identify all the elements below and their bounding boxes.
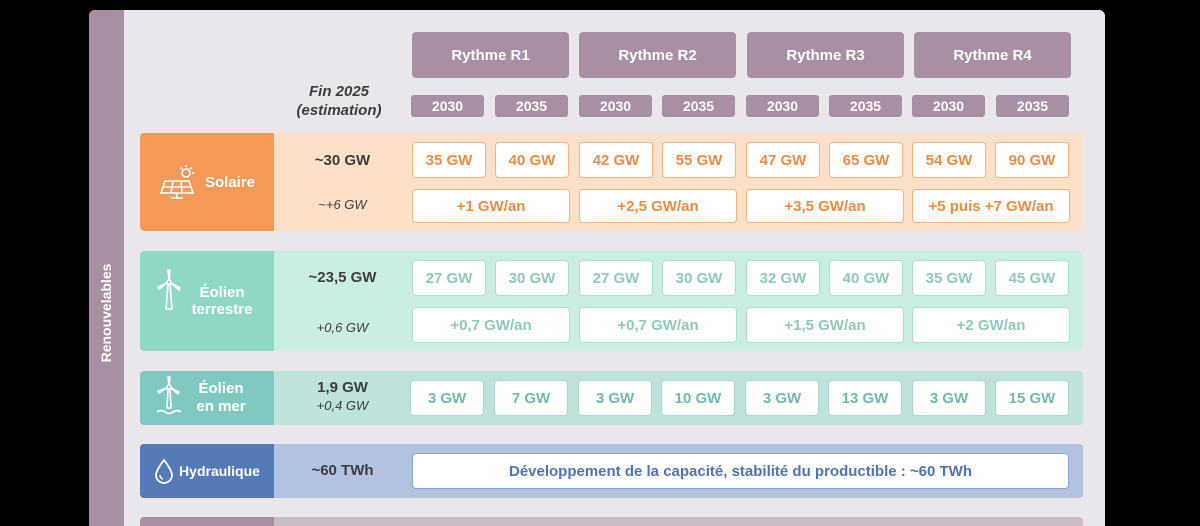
offshore-wind-turbine-icon: [156, 376, 182, 415]
baseline-value: ~23,5 GW: [308, 269, 377, 286]
rate-cell: +1 GW/an: [412, 189, 570, 223]
capacity-cell: 65 GW: [829, 142, 903, 178]
capacity-cell: 3 GW: [578, 380, 652, 416]
capacity-cell: 3 GW: [912, 380, 986, 416]
capacity-cell: 47 GW: [746, 142, 820, 178]
capacity-cell: 3 GW: [745, 380, 819, 416]
capacity-cell: 13 GW: [828, 380, 902, 416]
capacity-cell: 32 GW: [746, 260, 820, 296]
capacity-cell: 30 GW: [495, 260, 569, 296]
rate-cell: +0,7 GW/an: [579, 307, 737, 343]
capacity-cell: 54 GW: [912, 142, 986, 178]
header-rythme-r2: Rythme R2: [579, 32, 736, 78]
baseline-rate: +0,6 GW: [316, 320, 369, 335]
header-year: 2030: [912, 95, 985, 117]
baseline-value: ~60 TWh: [311, 462, 374, 479]
rate-cell: +2 GW/an: [912, 307, 1070, 343]
category-sidebar: Renouvelables: [89, 10, 124, 526]
header-year: 2035: [829, 95, 902, 117]
row-hydraulique: Hydraulique ~60 TWh Développement de la …: [140, 444, 1083, 498]
baseline-value: ~30 GW: [314, 152, 371, 169]
water-drop-icon: [155, 458, 173, 484]
rate-cell: +5 puis +7 GW/an: [912, 189, 1070, 223]
row-label-text: Éolien: [198, 380, 244, 397]
baseline-rate: +0,4 GW: [316, 398, 369, 413]
row-label-text: Éolien: [199, 284, 245, 301]
capacity-cell: 7 GW: [494, 380, 568, 416]
header-year: 2030: [579, 95, 652, 117]
row-eolien-terrestre: Éolien terrestre ~23,5 GW +0,6 GW 27 GW …: [140, 251, 1083, 351]
row-next-partial: [140, 517, 1083, 526]
header-year: 2030: [411, 95, 484, 117]
header-rythme-r4: Rythme R4: [914, 32, 1071, 78]
capacity-cell: 27 GW: [412, 260, 486, 296]
header-year: 2030: [746, 95, 819, 117]
baseline-header: Fin 2025 (estimation): [296, 83, 382, 119]
solar-panel-icon: [159, 165, 195, 199]
wind-turbine-icon: [157, 269, 181, 310]
capacity-cell: 27 GW: [579, 260, 653, 296]
hydraulique-note-cell: Développement de la capacité, stabilité …: [412, 453, 1069, 489]
capacity-cell: 42 GW: [579, 142, 653, 178]
capacity-cell: 15 GW: [995, 380, 1069, 416]
header-year: 2035: [662, 95, 735, 117]
rate-cell: +0,7 GW/an: [412, 307, 570, 343]
row-label-text: terrestre: [191, 301, 253, 318]
row-label-eolien-terrestre: Éolien terrestre: [140, 251, 274, 351]
capacity-cell: 40 GW: [829, 260, 903, 296]
capacity-cell: 55 GW: [662, 142, 736, 178]
row-label-partial: [140, 517, 274, 526]
baseline-rate: ~+6 GW: [318, 197, 367, 212]
capacity-cell: 35 GW: [412, 142, 486, 178]
row-label-text: Solaire: [204, 173, 256, 191]
row-eolien-en-mer: Éolien en mer 1,9 GW +0,4 GW 3 GW 7 GW 3…: [140, 371, 1083, 425]
rate-cell: +1,5 GW/an: [746, 307, 904, 343]
row-label-hydraulique: Hydraulique: [140, 444, 274, 498]
rate-cell: +3,5 GW/an: [746, 189, 904, 223]
header-year: 2035: [996, 95, 1069, 117]
capacity-cell: 45 GW: [995, 260, 1069, 296]
row-label-text: en mer: [196, 398, 246, 415]
row-label-eolien-en-mer: Éolien en mer: [140, 371, 274, 425]
capacity-cell: 3 GW: [410, 380, 484, 416]
capacity-cell: 30 GW: [662, 260, 736, 296]
rate-cell: +2,5 GW/an: [579, 189, 737, 223]
category-label: Renouvelables: [98, 263, 114, 363]
capacity-cell: 90 GW: [995, 142, 1069, 178]
row-label-solaire: Solaire: [140, 133, 274, 231]
capacity-cell: 35 GW: [912, 260, 986, 296]
capacity-cell: 10 GW: [661, 380, 735, 416]
header-year: 2035: [495, 95, 568, 117]
baseline-value: 1,9 GW: [317, 379, 368, 396]
capacity-cell: 40 GW: [495, 142, 569, 178]
row-solaire: Solaire ~30 GW ~+6 GW 35 GW 40 GW 42 GW …: [140, 133, 1083, 231]
scenario-table: Renouvelables Rythme R1 Rythme R2 Rythme…: [89, 10, 1105, 526]
header-rythme-r1: Rythme R1: [412, 32, 569, 78]
header-rythme-r3: Rythme R3: [747, 32, 904, 78]
row-label-text: Hydraulique: [179, 463, 260, 479]
